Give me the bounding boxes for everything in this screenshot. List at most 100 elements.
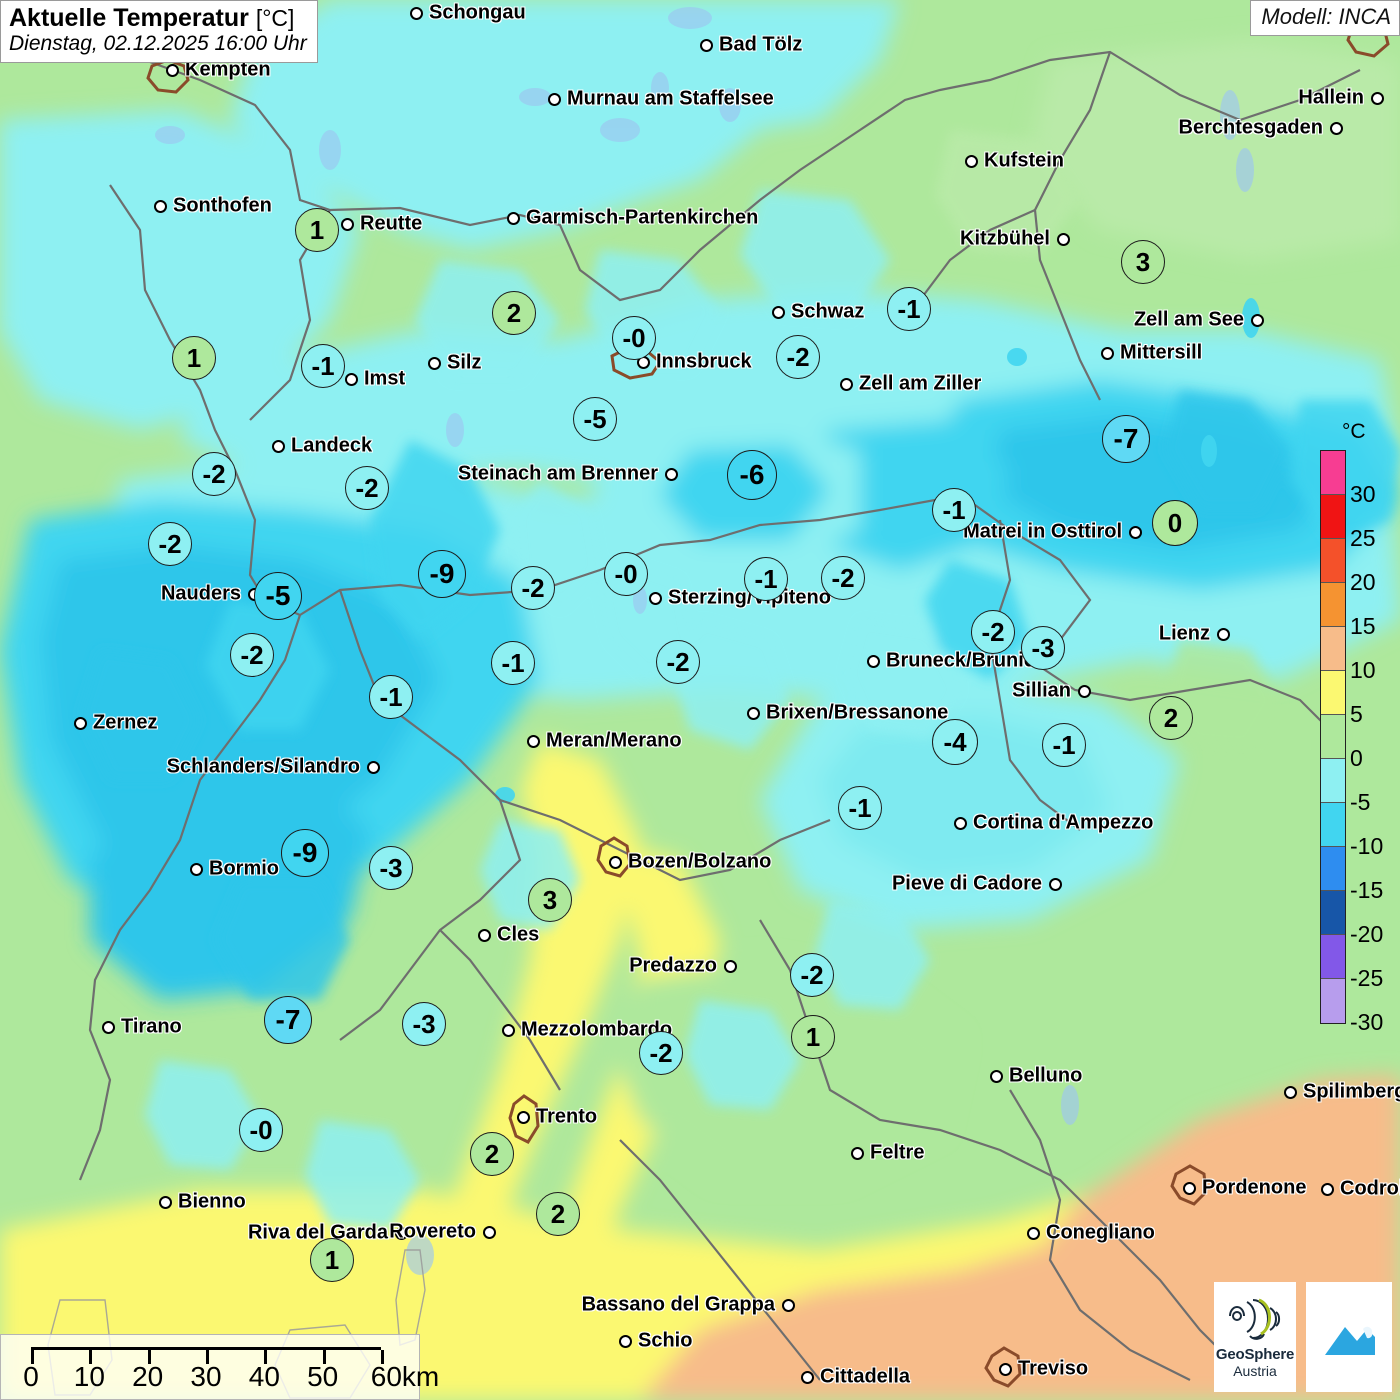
station-temperature-marker[interactable]: 2 xyxy=(536,1192,580,1236)
station-temperature-marker[interactable]: -2 xyxy=(345,466,389,510)
city-dot-icon xyxy=(1250,313,1264,327)
legend-swatch-25 xyxy=(1321,495,1345,539)
legend-label-5: 5 xyxy=(1350,701,1363,727)
city-dot-icon xyxy=(746,706,760,720)
station-temperature-marker[interactable]: -5 xyxy=(573,397,617,441)
station-temperature-marker[interactable]: -2 xyxy=(821,556,865,600)
station-temperature-marker[interactable]: -1 xyxy=(932,488,976,532)
model-label: Modell: INCA xyxy=(1261,4,1391,29)
city-dot-icon xyxy=(501,1023,515,1037)
station-temperature-marker[interactable]: -1 xyxy=(838,786,882,830)
city-label: Landeck xyxy=(291,434,373,457)
city-dot-icon xyxy=(699,38,713,52)
station-temperature-marker[interactable]: -1 xyxy=(369,675,413,719)
station-temperature-marker[interactable]: -1 xyxy=(887,287,931,331)
station-temperature-marker[interactable]: -2 xyxy=(192,452,236,496)
city-dot-icon xyxy=(866,654,880,668)
city-label: Innsbruck xyxy=(656,350,752,373)
city-dot-icon xyxy=(781,1298,795,1312)
legend-label-20: 20 xyxy=(1350,569,1376,595)
station-temperature-marker[interactable]: -6 xyxy=(727,450,777,500)
city-dot-icon xyxy=(477,928,491,942)
city-dot-icon xyxy=(618,1334,632,1348)
station-temperature-marker[interactable]: -2 xyxy=(776,335,820,379)
station-temperature-marker[interactable]: -3 xyxy=(369,846,413,890)
station-temperature-marker[interactable]: -9 xyxy=(418,550,466,598)
station-temperature-marker[interactable]: 0 xyxy=(1152,500,1198,546)
city-label: Bozen/Bolzano xyxy=(628,850,772,873)
city-dot-icon xyxy=(664,467,678,481)
city-dot-icon xyxy=(73,716,87,730)
city-dot-icon xyxy=(989,1069,1003,1083)
station-temperature-marker[interactable]: -3 xyxy=(1021,626,1065,670)
geosphere-subtitle: Austria xyxy=(1233,1362,1277,1379)
station-temperature-marker[interactable]: -2 xyxy=(656,640,700,684)
city-dot-icon xyxy=(1216,627,1230,641)
station-temperature-marker[interactable]: 2 xyxy=(492,291,536,335)
station-temperature-marker[interactable]: 3 xyxy=(1121,240,1165,284)
city-dot-icon xyxy=(1077,684,1091,698)
legend-swatch--20 xyxy=(1321,891,1345,935)
city-dot-icon xyxy=(516,1110,530,1124)
city-dot-icon xyxy=(506,211,520,225)
station-temperature-marker[interactable]: -0 xyxy=(604,552,648,596)
station-temperature-marker[interactable]: -2 xyxy=(148,522,192,566)
station-temperature-marker[interactable]: -7 xyxy=(1102,415,1150,463)
legend-swatch-10 xyxy=(1321,627,1345,671)
legend-swatch--30 xyxy=(1321,979,1345,1023)
city-dot-icon xyxy=(366,760,380,774)
station-temperature-marker[interactable]: -5 xyxy=(254,572,302,620)
city-dot-icon xyxy=(1100,346,1114,360)
legend-tick-labels: 30 25 20 15 10 5 0 -5 -10 -15 -20 -25 -30 xyxy=(1350,450,1398,1035)
station-temperature-marker[interactable]: -0 xyxy=(239,1108,283,1152)
city-label: Mittersill xyxy=(1120,341,1203,364)
station-temperature-marker[interactable]: -7 xyxy=(264,996,312,1044)
station-temperature-marker[interactable]: 3 xyxy=(528,878,572,922)
scale-label: 60km xyxy=(370,1361,440,1392)
city-dot-icon xyxy=(547,92,561,106)
model-panel: Modell: INCA xyxy=(1250,0,1400,36)
city-dot-icon xyxy=(153,199,167,213)
city-label: Lienz xyxy=(1158,622,1210,645)
station-temperature-marker[interactable]: 1 xyxy=(310,1238,354,1282)
legend-label--5: -5 xyxy=(1350,789,1371,815)
station-temperature-marker[interactable]: -4 xyxy=(932,719,978,765)
city-label: Belluno xyxy=(1009,1064,1083,1087)
station-temperature-marker[interactable]: -2 xyxy=(230,633,274,677)
legend-label--20: -20 xyxy=(1350,921,1384,947)
city-dot-icon xyxy=(526,734,540,748)
station-temperature-marker[interactable]: -3 xyxy=(402,1002,446,1046)
city-label: Garmisch-Partenkirchen xyxy=(526,206,759,229)
station-temperature-marker[interactable]: -0 xyxy=(612,316,656,360)
legend-label--10: -10 xyxy=(1350,833,1384,859)
city-label: Zell am See xyxy=(1133,308,1244,331)
station-temperature-marker[interactable]: -1 xyxy=(491,641,535,685)
station-temperature-marker[interactable]: 1 xyxy=(172,336,216,380)
city-label: Trento xyxy=(536,1105,598,1128)
station-temperature-marker[interactable]: -2 xyxy=(971,610,1015,654)
station-temperature-marker[interactable]: 1 xyxy=(791,1015,835,1059)
geosphere-logo: GeoSphere Austria xyxy=(1214,1282,1296,1392)
city-label: Meran/Merano xyxy=(546,729,682,752)
station-temperature-marker[interactable]: -2 xyxy=(790,953,834,997)
city-label: Riva del Garda xyxy=(247,1221,388,1244)
city-label: Schlanders/Silandro xyxy=(166,755,360,778)
station-temperature-marker[interactable]: -9 xyxy=(281,829,329,877)
city-dot-icon xyxy=(850,1146,864,1160)
legend-swatch--10 xyxy=(1321,803,1345,847)
station-temperature-marker[interactable]: 1 xyxy=(295,208,339,252)
city-dot-icon xyxy=(964,154,978,168)
title-panel: Aktuelle Temperatur [°C] Dienstag, 02.12… xyxy=(0,0,318,64)
station-temperature-marker[interactable]: -2 xyxy=(639,1031,683,1075)
station-temperature-marker[interactable]: 2 xyxy=(470,1132,514,1176)
scale-tick xyxy=(381,1350,384,1364)
station-temperature-marker[interactable]: -1 xyxy=(1042,723,1086,767)
city-dot-icon xyxy=(158,1195,172,1209)
station-temperature-marker[interactable]: -1 xyxy=(301,344,345,388)
scale-bar: 0 10 20 30 40 50 60km xyxy=(0,1334,439,1400)
station-temperature-marker[interactable]: 2 xyxy=(1149,696,1193,740)
city-label: Schwaz xyxy=(791,300,865,323)
city-dot-icon xyxy=(648,591,662,605)
station-temperature-marker[interactable]: -1 xyxy=(744,557,788,601)
station-temperature-marker[interactable]: -2 xyxy=(511,566,555,610)
